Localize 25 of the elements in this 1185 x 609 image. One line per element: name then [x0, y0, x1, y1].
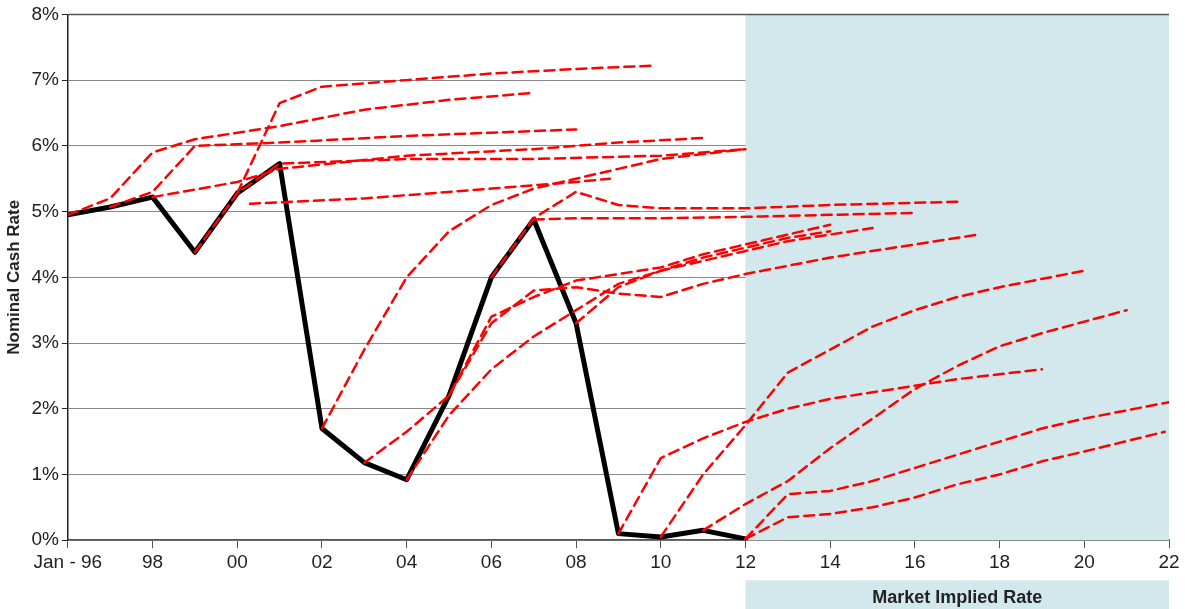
- y-tick-label: 1%: [31, 462, 59, 484]
- x-tick-label: 06: [480, 550, 502, 572]
- x-tick-label: 12: [734, 550, 757, 572]
- x-tick-label: 98: [141, 550, 164, 572]
- x-tick-label: 22: [1158, 550, 1180, 572]
- y-tick-label: 0%: [31, 528, 59, 550]
- x-tick-label: 02: [311, 550, 333, 572]
- y-tick-label: 3%: [31, 331, 59, 353]
- y-tick-label: 8%: [31, 2, 59, 24]
- x-tick-label: 20: [1073, 550, 1095, 572]
- x-tick-label: 14: [819, 550, 842, 572]
- y-tick-label: 5%: [31, 199, 59, 221]
- x-tick-label: 10: [650, 550, 672, 572]
- x-tick-label: 18: [989, 550, 1011, 572]
- x-tick-label: Jan - 96: [33, 550, 103, 572]
- x-tick-label: 04: [396, 550, 418, 572]
- y-tick-label: 2%: [31, 396, 59, 418]
- y-tick-label: 7%: [31, 68, 59, 90]
- y-tick-label: 4%: [31, 265, 59, 287]
- x-tick-label: 00: [226, 550, 248, 572]
- y-tick-label: 6%: [31, 134, 59, 156]
- y-axis-title: Nominal Cash Rate: [3, 199, 23, 355]
- x-tick-label: 08: [565, 550, 587, 572]
- band-label: Market Implied Rate: [872, 587, 1043, 608]
- x-tick-label: 16: [904, 550, 926, 572]
